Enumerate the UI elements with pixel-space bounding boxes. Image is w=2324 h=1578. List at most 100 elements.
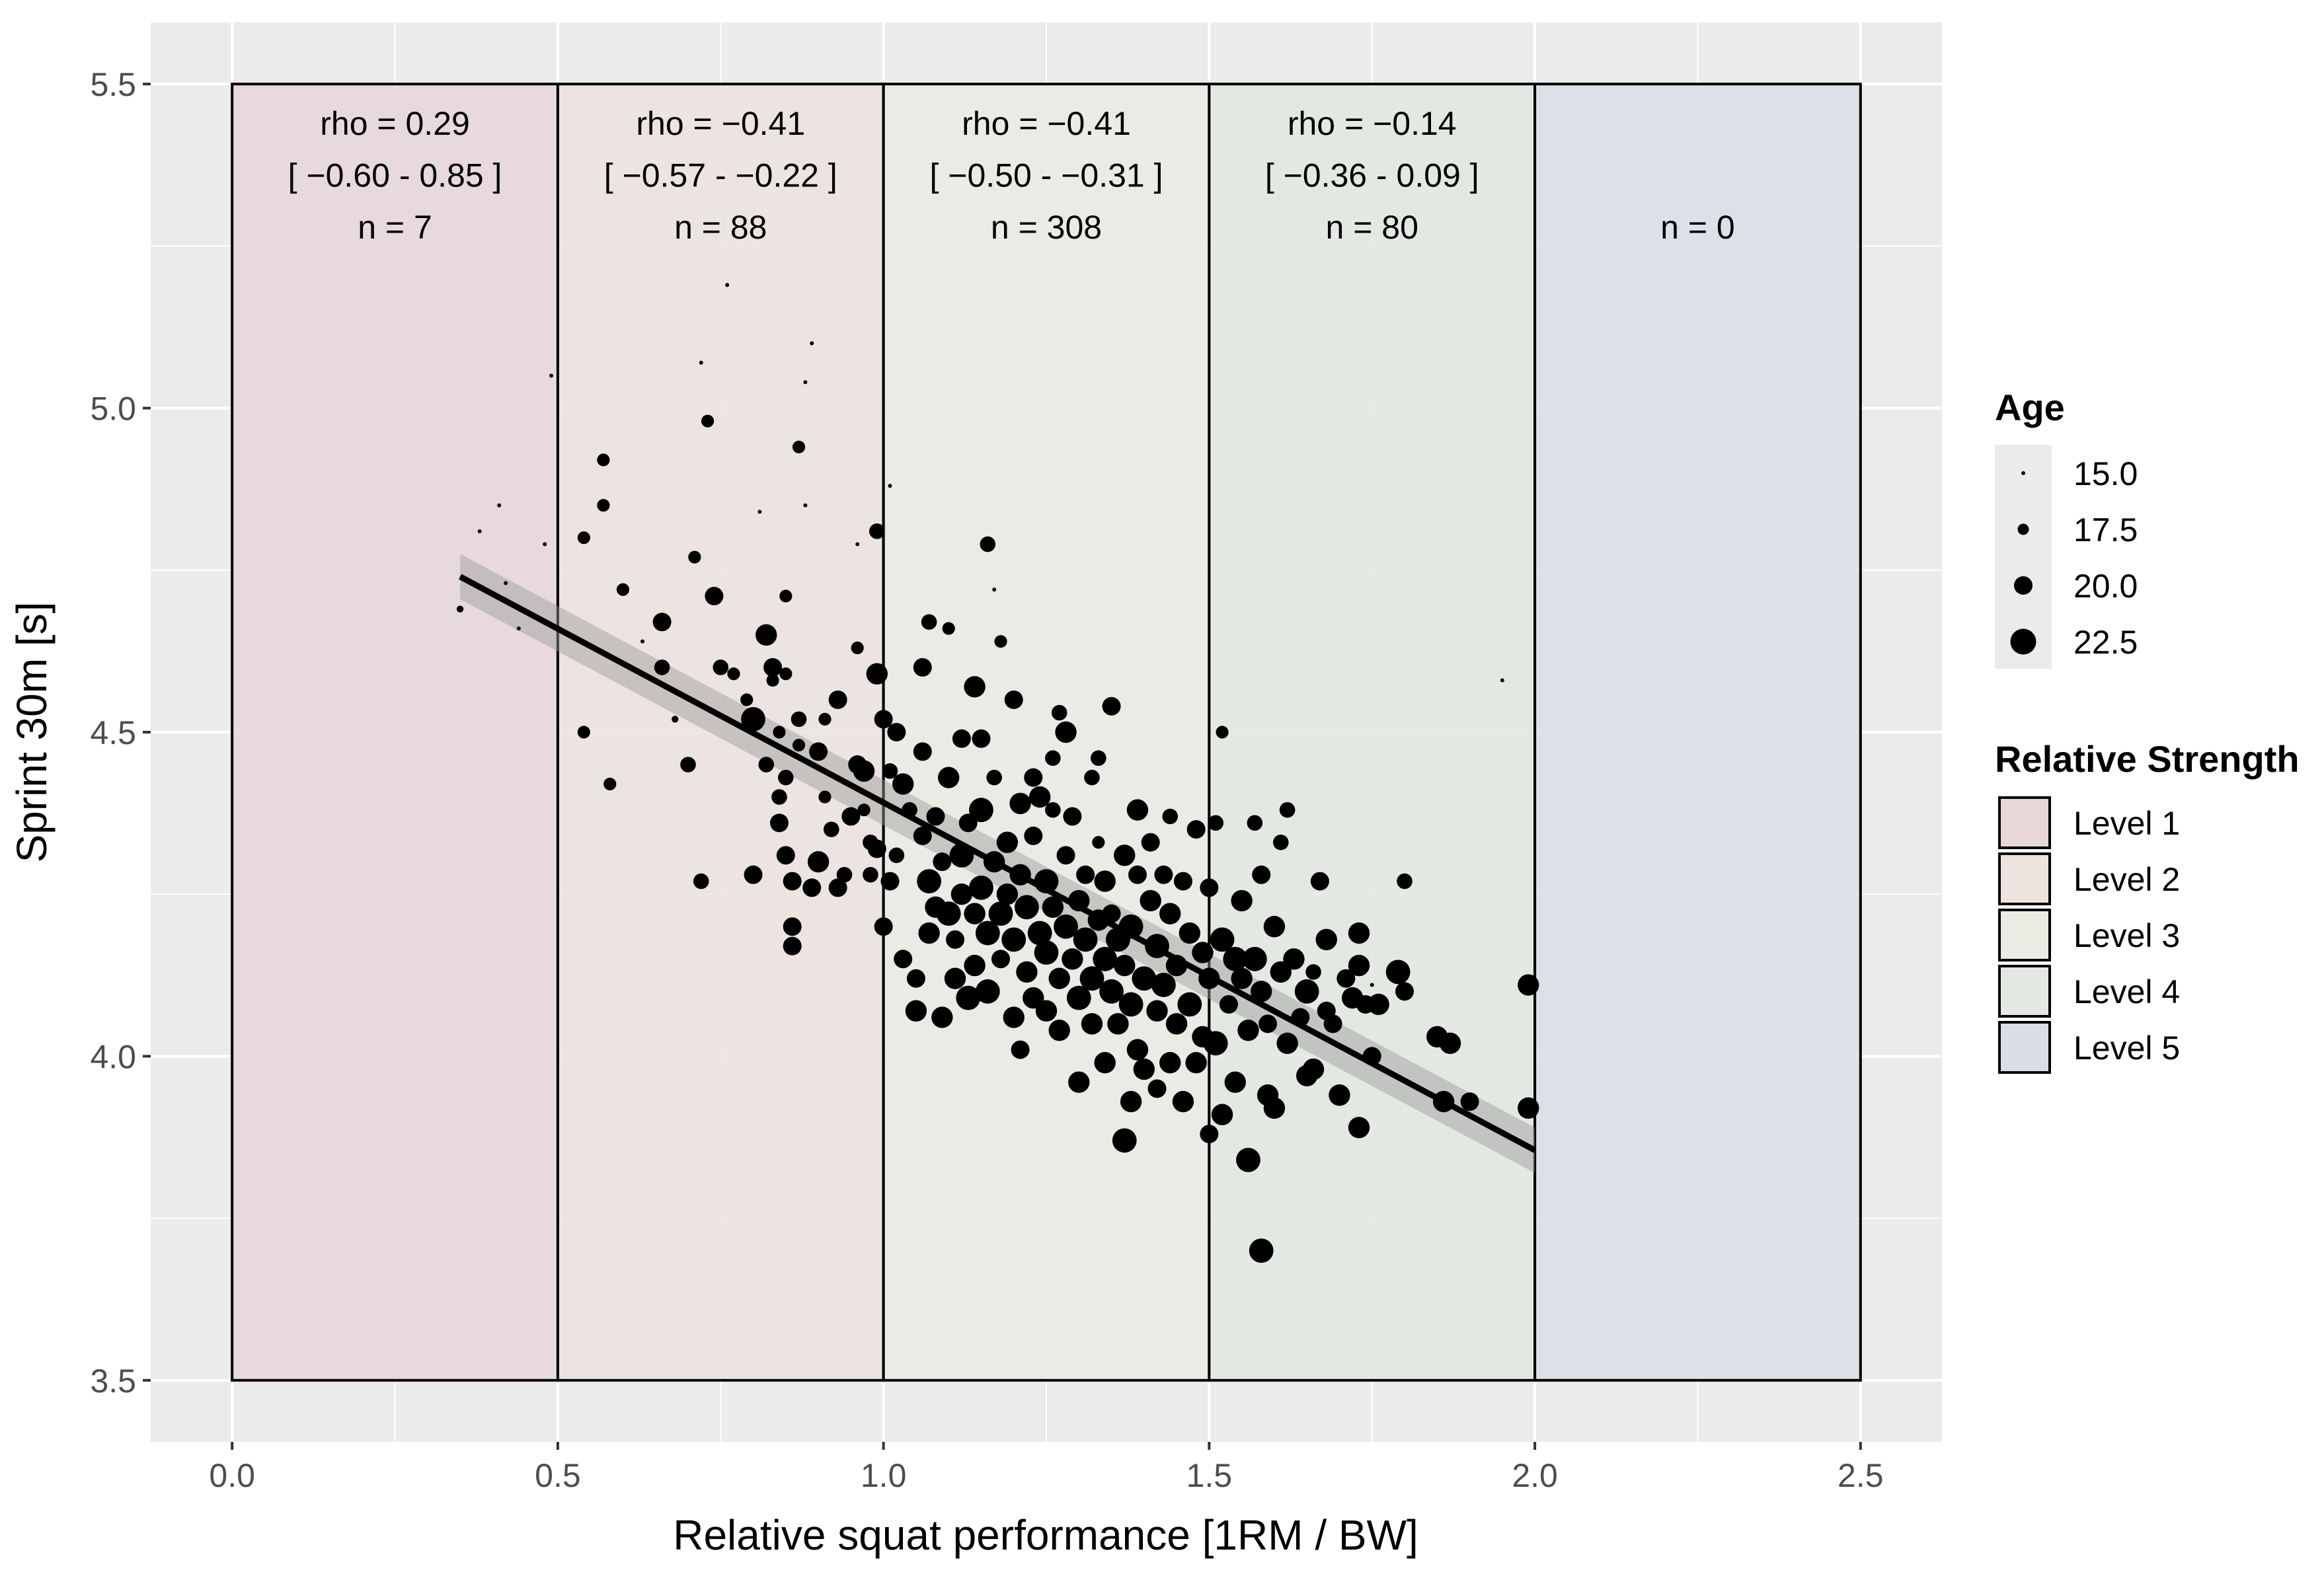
band-rho-label: rho = −0.14 xyxy=(1288,105,1457,142)
legend-age-label: 17.5 xyxy=(2073,511,2138,548)
data-point xyxy=(577,531,590,545)
data-point xyxy=(654,659,670,675)
band-ci-label: [ −0.57 - −0.22 ] xyxy=(604,157,837,194)
data-points xyxy=(456,283,1539,1263)
data-point xyxy=(853,760,875,782)
data-point xyxy=(1055,721,1077,743)
data-point xyxy=(1062,948,1083,970)
data-point xyxy=(1141,833,1160,852)
data-point xyxy=(1208,815,1224,831)
data-point xyxy=(1107,1013,1129,1035)
data-point xyxy=(1211,1104,1233,1125)
data-point xyxy=(1302,1058,1325,1080)
data-point xyxy=(1023,987,1044,1009)
data-point xyxy=(779,589,793,603)
data-point xyxy=(1252,865,1271,884)
data-point xyxy=(1263,916,1286,938)
data-point xyxy=(946,930,965,949)
data-point xyxy=(701,414,715,428)
data-point xyxy=(887,723,906,741)
data-point xyxy=(867,839,886,858)
data-point xyxy=(1024,768,1043,787)
data-point xyxy=(1132,966,1157,991)
data-point xyxy=(783,917,802,936)
data-point xyxy=(937,767,960,788)
data-point xyxy=(688,550,701,564)
data-point xyxy=(616,583,630,596)
x-tick-label: 1.0 xyxy=(861,1457,907,1494)
y-axis: 3.5 4.0 4.5 5.0 5.5 xyxy=(90,66,151,1400)
data-point xyxy=(1092,836,1105,849)
data-point xyxy=(1348,1117,1370,1139)
data-point xyxy=(824,821,839,837)
data-point xyxy=(1140,889,1161,912)
data-point xyxy=(1094,1052,1116,1074)
data-point xyxy=(758,757,775,772)
data-point xyxy=(1114,845,1136,866)
legend-strength-label: Level 1 xyxy=(2073,805,2180,842)
data-point xyxy=(828,690,847,709)
data-point xyxy=(1395,982,1414,1001)
data-point xyxy=(1200,1125,1219,1144)
data-point xyxy=(874,710,893,729)
data-point xyxy=(996,883,1019,905)
data-point xyxy=(1076,865,1095,884)
data-point xyxy=(1056,846,1075,865)
data-point xyxy=(1114,954,1136,977)
x-tick-label: 2.5 xyxy=(1838,1457,1884,1494)
data-point xyxy=(1028,786,1051,808)
data-point xyxy=(1203,1031,1228,1056)
legend: Age 15.0 17.5 20.0 22.5 Relative Strength L… xyxy=(1995,387,2300,1074)
data-point xyxy=(892,773,914,795)
data-point xyxy=(1011,1040,1030,1059)
data-point xyxy=(918,922,940,944)
data-point xyxy=(917,869,942,893)
data-point xyxy=(905,1000,927,1022)
data-point xyxy=(1242,946,1267,971)
data-point xyxy=(1045,802,1061,818)
y-tick-label: 3.5 xyxy=(90,1363,136,1400)
data-point xyxy=(1084,769,1100,786)
data-point xyxy=(1177,992,1202,1017)
band-annotations: rho = 0.29 [ −0.60 - 0.85 ] n = 7 rho = −0.… xyxy=(288,105,1735,246)
data-point xyxy=(1224,1071,1246,1093)
data-point xyxy=(964,903,986,924)
data-point xyxy=(1120,1090,1142,1113)
x-tick-label: 2.0 xyxy=(1512,1457,1558,1494)
data-point xyxy=(741,706,765,732)
data-point xyxy=(577,726,590,739)
band-ci-label: [ −0.60 - 0.85 ] xyxy=(288,157,502,194)
data-point xyxy=(931,1006,953,1028)
data-point xyxy=(1305,964,1321,980)
data-point xyxy=(699,360,703,365)
band-ci-label: [ −0.50 - −0.31 ] xyxy=(929,157,1163,194)
data-point xyxy=(1159,1052,1181,1074)
y-tick-label: 5.0 xyxy=(90,391,136,428)
data-point xyxy=(1348,922,1370,944)
legend-strength-label: Level 3 xyxy=(2073,917,2180,954)
data-point xyxy=(783,872,802,891)
data-point xyxy=(603,777,617,791)
data-point xyxy=(1151,973,1176,997)
data-point xyxy=(1009,792,1031,815)
band-3 xyxy=(882,83,1211,1382)
data-point xyxy=(1126,799,1149,821)
data-point xyxy=(1460,1092,1479,1111)
data-point xyxy=(1066,985,1091,1010)
data-point xyxy=(980,536,996,552)
data-point xyxy=(1200,878,1219,897)
data-point xyxy=(773,726,786,739)
data-point xyxy=(802,878,822,897)
data-point xyxy=(828,878,847,897)
data-point xyxy=(906,969,925,988)
data-point xyxy=(1368,993,1389,1016)
data-point xyxy=(969,798,993,823)
data-point xyxy=(1024,826,1043,845)
data-point xyxy=(1223,946,1248,971)
data-point xyxy=(1054,914,1078,939)
data-point xyxy=(504,581,508,585)
x-axis: 0.0 0.5 1.0 1.5 2.0 2.5 xyxy=(209,1442,1884,1494)
data-point xyxy=(851,641,864,655)
y-axis-label: Sprint 30m [s] xyxy=(8,602,56,863)
legend-age-symbol xyxy=(2014,576,2033,595)
